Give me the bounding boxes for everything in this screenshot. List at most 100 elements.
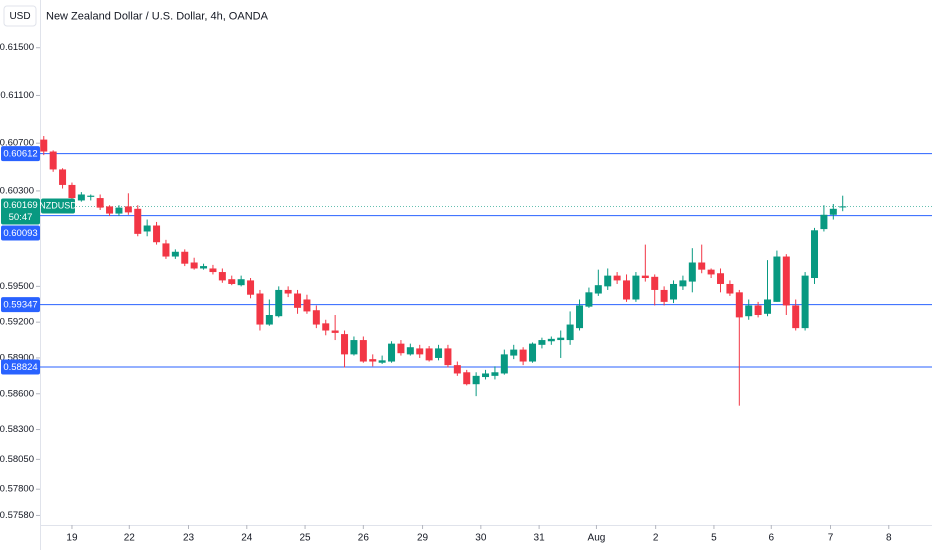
- candle-body: [218, 272, 226, 281]
- candle-body: [265, 315, 273, 325]
- candle-body: [40, 139, 48, 152]
- x-tick-label: 24: [241, 533, 253, 544]
- candle-body: [519, 349, 527, 362]
- candle-body: [256, 293, 264, 325]
- candle-body: [463, 372, 471, 385]
- candle-body: [529, 343, 537, 362]
- candle-body: [500, 354, 508, 374]
- x-tick-label: 31: [534, 533, 546, 544]
- candle-body: [585, 292, 593, 307]
- candle-body: [425, 348, 433, 361]
- symbol-label: NZDUSD: [39, 200, 77, 210]
- candle-body: [77, 194, 85, 201]
- candle-body: [547, 338, 555, 342]
- candle-body: [510, 349, 518, 356]
- candle-body: [679, 280, 687, 287]
- candle-body: [115, 207, 123, 214]
- currency[interactable]: USD: [9, 11, 30, 22]
- countdown: 50:47: [9, 212, 33, 223]
- level-tag: [1, 297, 40, 313]
- candle-body: [820, 214, 828, 230]
- candle-body: [209, 268, 217, 273]
- x-tick-label: 30: [475, 533, 487, 544]
- y-tick-label: 0.61100: [0, 90, 34, 101]
- y-tick-label: 0.58900: [0, 352, 34, 363]
- candle-body: [801, 275, 809, 329]
- candle-body: [491, 372, 499, 376]
- candle-body: [181, 251, 189, 264]
- candle-body: [341, 334, 349, 355]
- candle-body: [641, 275, 649, 279]
- x-tick-label: 26: [358, 533, 370, 544]
- last-price-label: 0.60169: [3, 200, 37, 211]
- candle-body: [707, 269, 715, 275]
- candle-body: [416, 348, 424, 355]
- x-tick-label: 19: [66, 533, 78, 544]
- candle-body: [200, 266, 208, 269]
- candle-body: [284, 289, 292, 294]
- candle-body: [171, 251, 179, 257]
- candle-body: [566, 324, 574, 341]
- candle-body: [294, 293, 302, 308]
- candle-body: [660, 289, 668, 302]
- chart-title: New Zealand Dollar / U.S. Dollar, 4h, OA…: [46, 10, 269, 22]
- candle-body: [604, 275, 612, 287]
- candle-body: [613, 275, 621, 281]
- candle-body: [237, 279, 245, 286]
- level-label: 0.58824: [3, 362, 37, 373]
- candle-body: [829, 208, 837, 215]
- candle-body: [717, 273, 725, 284]
- y-tick-label: 0.60300: [0, 185, 34, 196]
- candle-body: [303, 299, 311, 312]
- y-tick-label: 0.60700: [0, 138, 34, 149]
- candle-body: [651, 276, 659, 290]
- candle-body: [576, 305, 584, 329]
- candle-body: [96, 198, 104, 208]
- currency-button[interactable]: [3, 5, 37, 27]
- candle-body: [670, 283, 678, 300]
- candle-body: [190, 262, 198, 269]
- x-tick-label: 8: [886, 533, 892, 544]
- candle-body: [359, 340, 367, 362]
- candle-body: [538, 340, 546, 345]
- candle-body: [726, 283, 734, 294]
- candle-body: [247, 280, 255, 295]
- candle-body: [406, 347, 414, 355]
- x-tick-label: 29: [417, 533, 429, 544]
- candle-body: [153, 225, 161, 243]
- candle-body: [322, 323, 330, 331]
- last-price-tag: [1, 198, 40, 225]
- candle-body: [143, 225, 151, 232]
- y-tick-label: 0.57800: [0, 484, 34, 495]
- level-tag: [1, 359, 40, 375]
- candle-body: [388, 343, 396, 362]
- level-tag: [1, 146, 40, 162]
- y-tick-label: 0.58600: [0, 388, 34, 399]
- candle-body: [557, 337, 565, 341]
- candle-body: [735, 292, 743, 318]
- candle-body: [397, 343, 405, 354]
- y-tick-label: 0.59200: [0, 317, 34, 328]
- candle-body: [623, 280, 631, 300]
- x-tick-label: 7: [828, 533, 834, 544]
- candle-body: [764, 299, 772, 314]
- candle-body: [87, 195, 95, 197]
- candle-body: [124, 206, 132, 213]
- candle-body: [745, 305, 753, 317]
- candle-body: [435, 348, 443, 358]
- y-tick-label: 0.61500: [0, 42, 34, 53]
- y-tick-label: 0.58300: [0, 424, 34, 435]
- candle-body: [378, 360, 386, 363]
- y-tick-label: 0.59500: [0, 281, 34, 292]
- candle-body: [754, 305, 762, 315]
- symbol-tag: [41, 198, 75, 214]
- level-label: 0.59347: [3, 300, 37, 311]
- candle-body: [68, 184, 76, 199]
- candle-body: [59, 169, 67, 185]
- candle-body: [350, 340, 358, 355]
- candle-body: [331, 330, 339, 333]
- candle-body: [312, 310, 320, 325]
- y-tick-label: 0.57580: [0, 510, 34, 521]
